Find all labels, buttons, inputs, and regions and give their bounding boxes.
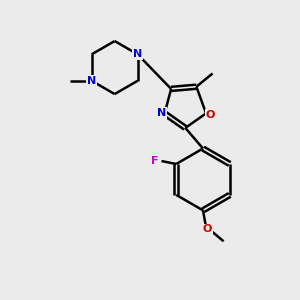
Text: N: N (157, 108, 166, 118)
Text: F: F (151, 156, 159, 166)
Text: N: N (87, 76, 96, 86)
Text: O: O (203, 224, 212, 235)
Text: O: O (206, 110, 215, 120)
Text: N: N (133, 49, 142, 59)
